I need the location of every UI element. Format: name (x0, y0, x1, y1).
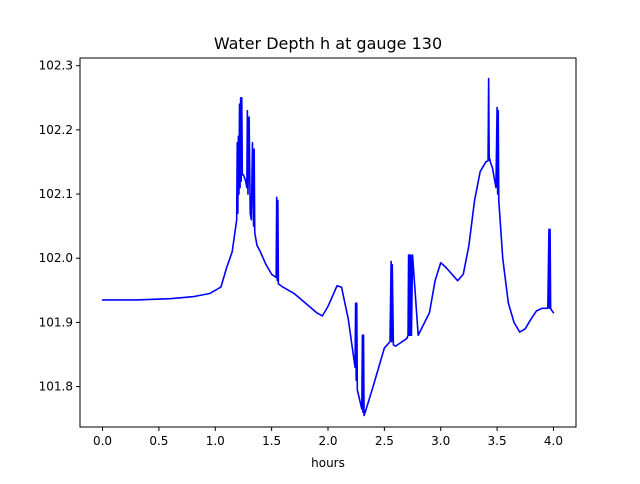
x-tick-label: 4.0 (544, 434, 563, 448)
x-tick-label: 2.0 (318, 434, 337, 448)
x-tick-label: 1.5 (262, 434, 281, 448)
series-line-1 (101, 77, 555, 417)
y-tick-label: 102.2 (39, 123, 73, 137)
plot-area (101, 77, 555, 417)
x-tick-label: 0.0 (93, 434, 112, 448)
y-tick-label: 101.9 (39, 315, 73, 329)
x-tick-label: 2.5 (375, 434, 394, 448)
y-tick-label: 102.0 (39, 251, 73, 265)
x-tick-label: 1.0 (206, 434, 225, 448)
x-tick-label: 3.5 (488, 434, 507, 448)
y-tick-label: 101.8 (39, 380, 73, 394)
y-tick-label: 102.1 (39, 187, 73, 201)
y-tick-label: 102.3 (39, 59, 73, 73)
chart-title: Water Depth h at gauge 130 (214, 34, 442, 53)
x-axis: 0.0 0.5 1.0 1.5 2.0 2.5 3.0 3.5 4.0 (93, 427, 563, 448)
x-tick-label: 3.0 (431, 434, 450, 448)
y-axis: 101.8 101.9 102.0 102.1 102.2 102.3 (39, 59, 80, 394)
x-tick-label: 0.5 (149, 434, 168, 448)
x-axis-label: hours (311, 456, 345, 470)
